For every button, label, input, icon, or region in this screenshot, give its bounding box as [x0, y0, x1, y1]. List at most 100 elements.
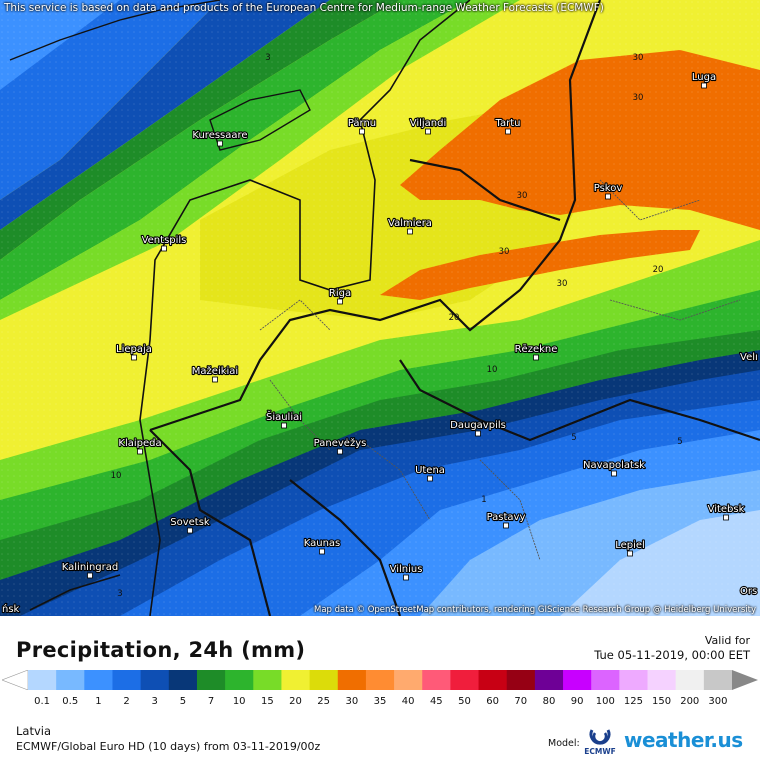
city-marker[interactable]: Navapolatsk: [582, 459, 646, 477]
city-marker[interactable]: Liepaja: [115, 343, 153, 361]
city-label: Lepiel: [615, 540, 645, 551]
city-marker[interactable]: Velı: [739, 351, 760, 368]
scale-label: 0.5: [62, 696, 79, 707]
scale-label: 25: [317, 696, 331, 707]
city-marker[interactable]: Pastavy: [485, 511, 527, 529]
city-dot: [161, 245, 167, 252]
scale-label: 100: [595, 696, 615, 707]
city-marker[interactable]: Luga: [691, 71, 717, 89]
city-marker[interactable]: Pärnu: [347, 117, 377, 135]
city-dot: [611, 470, 617, 477]
city-marker[interactable]: Riga: [328, 287, 352, 305]
city-marker[interactable]: Valmiera: [387, 217, 433, 235]
scale-label: 40: [401, 696, 415, 707]
scale-label: 80: [542, 696, 556, 707]
city-marker[interactable]: ńsk: [1, 602, 760, 616]
city-dot: [605, 193, 611, 200]
city-dot: [337, 448, 343, 455]
city-label: Klaipeda: [118, 438, 161, 449]
city-marker[interactable]: Kaunas: [303, 537, 341, 555]
contour-label: 20: [653, 265, 664, 275]
city-dot: [212, 376, 218, 383]
scale-label: 2: [123, 696, 130, 707]
scale-swatch: [478, 670, 508, 690]
model-run: ECMWF/Global Euro HD (10 days) from 03-1…: [16, 740, 321, 753]
city-marker[interactable]: Vitebsk: [706, 503, 746, 521]
city-marker[interactable]: Daugavpils: [449, 419, 507, 437]
city-marker[interactable]: Ors: [739, 585, 760, 602]
city-dot: [505, 128, 511, 135]
contour-label: 5: [571, 433, 576, 443]
contour-label: 30: [517, 191, 528, 201]
city-dot: [475, 430, 481, 437]
scale-label: 35: [373, 696, 387, 707]
city-marker[interactable]: Kuressaare: [191, 129, 249, 147]
scale-label: 7: [207, 696, 215, 707]
city-dot: [87, 572, 93, 579]
weather-us-logo[interactable]: weather.us: [624, 728, 743, 752]
city-label: Viljandi: [410, 118, 447, 129]
contour-label: 30: [633, 53, 644, 63]
city-marker[interactable]: Klaipeda: [117, 437, 163, 455]
contour-label: 10: [487, 365, 498, 375]
city-marker[interactable]: Mažeikiai: [191, 364, 239, 383]
city-dot: [319, 548, 325, 555]
scale-swatch: [196, 670, 226, 690]
scale-swatch: [365, 670, 395, 690]
city-label: Rēzekne: [515, 344, 558, 355]
scale-swatch: [422, 670, 451, 690]
scale-label: 10: [232, 696, 246, 707]
city-marker[interactable]: Utena: [414, 464, 446, 482]
scale-arrow-high: [732, 670, 758, 690]
city-label: Panevėžys: [314, 437, 367, 449]
scale-swatch: [619, 670, 649, 690]
city-dot: [425, 128, 431, 135]
city-label: ńsk: [2, 603, 20, 615]
city-label: Luga: [692, 72, 716, 83]
scale-swatch: [506, 670, 536, 690]
city-dot: [137, 448, 143, 455]
city-label: Pärnu: [348, 118, 376, 129]
city-marker[interactable]: Ventspils: [140, 234, 188, 252]
city-label: Daugavpils: [450, 420, 506, 431]
city-dot: [337, 298, 343, 305]
city-label: Mažeikiai: [192, 365, 238, 377]
region-name: Latvia: [16, 724, 52, 738]
scale-label: 60: [486, 696, 499, 707]
precipitation-map[interactable]: Luga Pärnu Viljandi Tartu Kuressaare Pskov Val…: [0, 0, 760, 616]
map-panel[interactable]: Luga Pärnu Viljandi Tartu Kuressaare Pskov Val…: [0, 0, 760, 616]
country-border-lithuania: [289, 479, 402, 616]
ecmwf-logo-text: ECMWF: [584, 747, 616, 756]
city-dot: [217, 140, 223, 147]
city-marker[interactable]: Kaliningrad: [61, 561, 119, 579]
scale-swatch: [534, 670, 564, 690]
valid-date: Tue 05-11-2019, 00:00 EET: [594, 648, 750, 662]
scale-label: 15: [260, 696, 274, 707]
city-marker[interactable]: Pskov: [593, 182, 623, 200]
scale-label: 150: [652, 696, 672, 707]
coastline: [139, 0, 471, 616]
city-marker[interactable]: Vilnius: [388, 563, 424, 581]
country-border-belarus: [399, 359, 760, 442]
city-dot: [701, 82, 707, 89]
city-marker[interactable]: Šiauliai: [265, 409, 303, 429]
contour-label: 30: [499, 247, 510, 257]
city-marker[interactable]: Viljandi: [409, 117, 447, 135]
city-dot: [723, 514, 729, 521]
city-marker[interactable]: Rēzekne: [514, 343, 558, 361]
scale-label: 1: [95, 696, 102, 707]
scale-label: 125: [623, 696, 643, 707]
city-marker[interactable]: Sovetsk: [169, 516, 211, 534]
scale-swatch: [394, 670, 423, 690]
city-marker[interactable]: Panevėžys: [313, 436, 367, 455]
scale-swatch: [281, 670, 311, 690]
scale-label: 50: [458, 696, 471, 707]
country-border-latvia: [149, 0, 602, 432]
scale-swatch: [337, 670, 367, 690]
map-attribution: Map data © OpenStreetMap contributors, r…: [314, 605, 756, 615]
city-marker[interactable]: Tartu: [493, 117, 522, 135]
scale-swatch: [225, 670, 254, 690]
city-marker[interactable]: Lepiel: [614, 539, 646, 557]
city-label: Pastavy: [487, 512, 526, 523]
scale-label: 200: [680, 696, 700, 707]
